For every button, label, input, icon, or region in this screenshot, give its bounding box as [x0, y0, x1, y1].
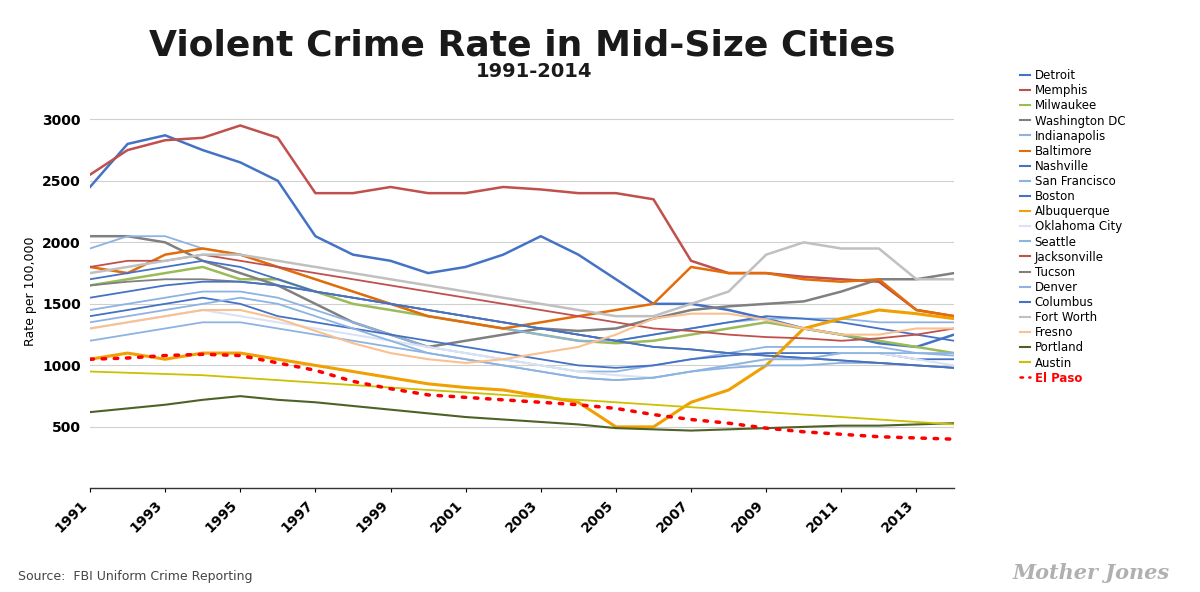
Y-axis label: Rate per 100,000: Rate per 100,000 [24, 237, 37, 346]
Title: Violent Crime Rate in Mid-Size Cities: Violent Crime Rate in Mid-Size Cities [149, 29, 895, 63]
Text: Source:  FBI Uniform Crime Reporting: Source: FBI Uniform Crime Reporting [18, 570, 252, 583]
Text: Mother Jones: Mother Jones [1013, 563, 1170, 583]
Legend: Detroit, Memphis, Milwaukee, Washington DC, Indianapolis, Baltimore, Nashville, : Detroit, Memphis, Milwaukee, Washington … [1020, 69, 1126, 385]
Text: 1991-2014: 1991-2014 [475, 62, 593, 81]
